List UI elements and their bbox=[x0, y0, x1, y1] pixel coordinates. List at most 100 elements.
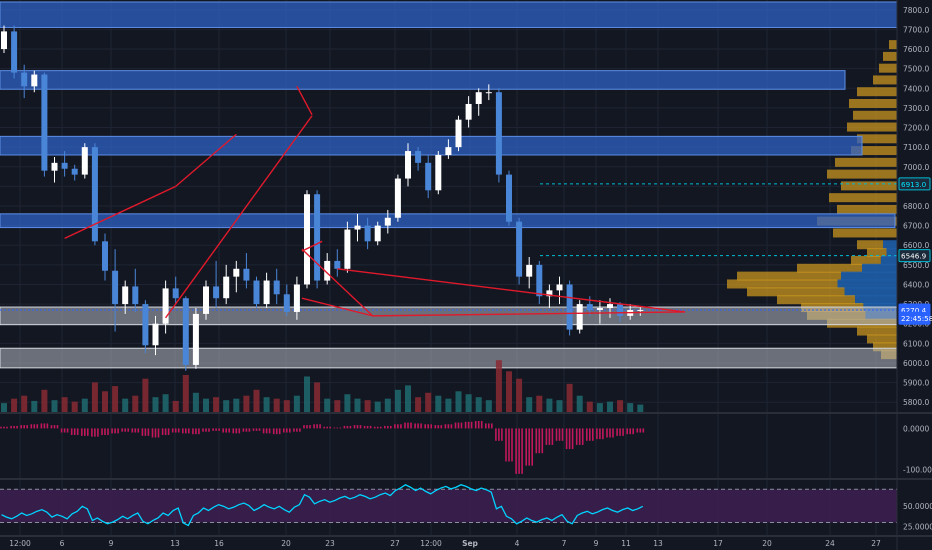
candle[interactable] bbox=[203, 280, 209, 320]
candle[interactable] bbox=[455, 115, 462, 152]
candle-body[interactable] bbox=[152, 323, 159, 346]
trendline[interactable] bbox=[175, 133, 237, 187]
trendlines[interactable] bbox=[64, 85, 686, 319]
candle-body[interactable] bbox=[516, 221, 523, 277]
candle[interactable] bbox=[71, 164, 78, 181]
candle[interactable] bbox=[142, 300, 149, 354]
candle-body[interactable] bbox=[91, 147, 98, 242]
candle-body[interactable] bbox=[576, 304, 583, 330]
candle[interactable] bbox=[516, 217, 523, 285]
candle-body[interactable] bbox=[51, 162, 58, 171]
candle[interactable] bbox=[253, 276, 260, 309]
candle[interactable] bbox=[495, 88, 502, 183]
candle-body[interactable] bbox=[465, 103, 472, 120]
candle[interactable] bbox=[576, 300, 583, 334]
candle-body[interactable] bbox=[344, 229, 351, 269]
candle[interactable] bbox=[566, 280, 573, 336]
candle-body[interactable] bbox=[31, 74, 38, 87]
trendline[interactable] bbox=[301, 297, 373, 317]
candle[interactable] bbox=[283, 284, 290, 316]
candle[interactable] bbox=[192, 308, 199, 369]
candle[interactable] bbox=[354, 213, 361, 242]
candle[interactable] bbox=[122, 280, 129, 314]
candle[interactable] bbox=[263, 272, 270, 309]
candle-body[interactable] bbox=[455, 119, 462, 148]
candle[interactable] bbox=[21, 64, 28, 99]
candle[interactable] bbox=[162, 280, 169, 334]
candle[interactable] bbox=[223, 264, 230, 305]
candle-body[interactable] bbox=[364, 225, 371, 242]
candle-body[interactable] bbox=[1, 31, 7, 50]
trendline[interactable] bbox=[64, 185, 176, 240]
candle[interactable] bbox=[273, 268, 280, 305]
candle[interactable] bbox=[324, 253, 331, 285]
candle[interactable] bbox=[293, 276, 300, 320]
candle-body[interactable] bbox=[182, 298, 189, 365]
trendline[interactable] bbox=[337, 268, 686, 313]
candle-body[interactable] bbox=[81, 147, 88, 175]
candle[interactable] bbox=[596, 300, 603, 324]
candle-body[interactable] bbox=[293, 284, 300, 312]
candle[interactable] bbox=[475, 88, 482, 116]
candle-body[interactable] bbox=[435, 154, 442, 191]
candle-body[interactable] bbox=[425, 162, 432, 191]
candle-body[interactable] bbox=[162, 288, 169, 324]
candle-body[interactable] bbox=[546, 290, 553, 297]
candle-body[interactable] bbox=[475, 92, 482, 104]
candle[interactable] bbox=[102, 233, 108, 281]
candle-body[interactable] bbox=[71, 168, 78, 175]
candle-body[interactable] bbox=[506, 174, 512, 222]
candle-body[interactable] bbox=[122, 286, 129, 305]
candle[interactable] bbox=[152, 315, 159, 356]
candle-body[interactable] bbox=[596, 308, 603, 310]
candle[interactable] bbox=[637, 306, 644, 316]
candle[interactable] bbox=[11, 25, 18, 79]
candle[interactable] bbox=[1, 25, 7, 53]
candle-body[interactable] bbox=[324, 260, 331, 281]
candle[interactable] bbox=[465, 96, 472, 128]
candle[interactable] bbox=[485, 84, 492, 101]
resistance-zone[interactable] bbox=[0, 213, 896, 229]
candle[interactable] bbox=[546, 284, 553, 309]
candle[interactable] bbox=[617, 302, 624, 322]
candlestick-series[interactable] bbox=[1, 25, 644, 371]
candle[interactable] bbox=[445, 139, 452, 159]
candle[interactable] bbox=[344, 221, 351, 273]
candle-body[interactable] bbox=[556, 284, 563, 291]
candle[interactable] bbox=[425, 154, 432, 199]
candle[interactable] bbox=[132, 268, 139, 312]
candle-body[interactable] bbox=[273, 280, 280, 295]
candle-body[interactable] bbox=[637, 309, 644, 311]
candle-body[interactable] bbox=[142, 304, 149, 346]
candle[interactable] bbox=[536, 260, 543, 305]
candle-body[interactable] bbox=[617, 304, 624, 316]
candle[interactable] bbox=[233, 260, 240, 293]
candle[interactable] bbox=[112, 249, 119, 332]
candle[interactable] bbox=[182, 296, 189, 371]
candle-body[interactable] bbox=[283, 294, 290, 312]
candle-body[interactable] bbox=[607, 304, 613, 309]
candle[interactable] bbox=[61, 151, 68, 177]
candle-body[interactable] bbox=[11, 31, 18, 73]
candle[interactable] bbox=[506, 170, 512, 226]
support-zone[interactable] bbox=[0, 347, 898, 369]
candle[interactable] bbox=[314, 190, 321, 289]
candle[interactable] bbox=[405, 143, 411, 187]
candle-body[interactable] bbox=[213, 286, 220, 299]
candle-body[interactable] bbox=[536, 264, 543, 297]
candle-body[interactable] bbox=[61, 162, 68, 169]
resistance-zone[interactable] bbox=[0, 135, 863, 156]
candle-body[interactable] bbox=[526, 264, 533, 277]
candle-body[interactable] bbox=[203, 286, 209, 314]
candle[interactable] bbox=[415, 147, 422, 171]
candle[interactable] bbox=[31, 70, 38, 93]
candle-body[interactable] bbox=[243, 268, 250, 281]
candle[interactable] bbox=[51, 156, 58, 183]
candle[interactable] bbox=[41, 72, 48, 177]
candle-body[interactable] bbox=[314, 194, 321, 281]
candle[interactable] bbox=[364, 217, 371, 250]
candle[interactable] bbox=[394, 174, 401, 222]
trendline[interactable] bbox=[301, 248, 374, 317]
candle-body[interactable] bbox=[223, 276, 230, 299]
